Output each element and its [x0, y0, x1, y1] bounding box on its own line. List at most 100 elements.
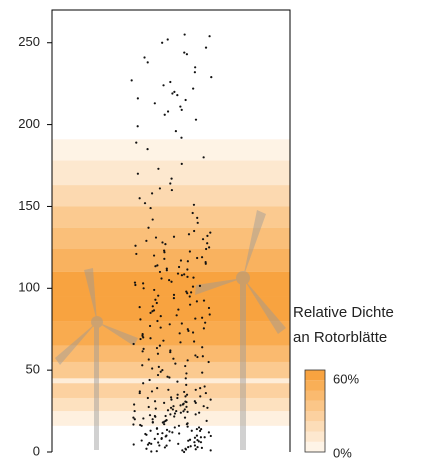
- data-point: [188, 233, 190, 235]
- data-point: [165, 435, 167, 437]
- legend-swatch: [305, 370, 325, 380]
- data-point: [194, 66, 196, 68]
- data-point: [201, 346, 203, 348]
- data-point: [142, 382, 144, 384]
- turbine-hub: [236, 271, 250, 285]
- data-point: [170, 178, 172, 180]
- data-point: [143, 287, 145, 289]
- data-point: [132, 417, 134, 419]
- data-point: [166, 429, 168, 431]
- data-point: [194, 317, 196, 319]
- data-point: [172, 358, 174, 360]
- data-point: [179, 341, 181, 343]
- data-point: [155, 236, 157, 238]
- data-point: [169, 81, 171, 83]
- data-point: [200, 436, 202, 438]
- data-point: [152, 421, 154, 423]
- data-point: [154, 265, 156, 267]
- data-point: [190, 291, 192, 293]
- data-point: [170, 407, 172, 409]
- data-point: [158, 444, 160, 446]
- data-point: [192, 87, 194, 89]
- data-point: [155, 408, 157, 410]
- data-point: [156, 428, 158, 430]
- data-point: [208, 361, 210, 363]
- data-point: [154, 415, 156, 417]
- data-point: [204, 322, 206, 324]
- y-tick-label: 150: [18, 198, 40, 213]
- data-point: [149, 414, 151, 416]
- data-point: [137, 97, 139, 99]
- data-point: [162, 84, 164, 86]
- y-tick-label: 0: [33, 443, 40, 458]
- data-point: [180, 259, 182, 261]
- data-point: [210, 449, 212, 451]
- data-point: [153, 309, 155, 311]
- data-point: [153, 289, 155, 291]
- data-point: [170, 399, 172, 401]
- data-point: [204, 385, 206, 387]
- data-point: [151, 367, 153, 369]
- legend-swatch: [305, 432, 325, 442]
- data-point: [192, 286, 194, 288]
- data-point: [187, 440, 189, 442]
- data-point: [160, 326, 162, 328]
- data-point: [161, 437, 163, 439]
- data-point: [186, 268, 188, 270]
- data-point: [183, 391, 185, 393]
- density-band: [52, 378, 290, 383]
- data-point: [183, 273, 185, 275]
- data-point: [185, 290, 187, 292]
- data-point: [180, 137, 182, 139]
- data-point: [181, 274, 183, 276]
- data-point: [156, 264, 158, 266]
- data-point: [143, 56, 145, 58]
- legend-title: Relative Dichte: [293, 304, 394, 321]
- data-point: [187, 328, 189, 330]
- data-point: [172, 408, 174, 410]
- chart: Relative Dichte an Rotorblätte 050100150…: [0, 0, 422, 461]
- data-point: [192, 212, 194, 214]
- data-point: [185, 406, 187, 408]
- data-point: [199, 387, 201, 389]
- data-point: [200, 441, 202, 443]
- data-point: [146, 148, 148, 150]
- data-point: [203, 405, 205, 407]
- density-band: [52, 139, 290, 160]
- data-point: [167, 38, 169, 40]
- data-point: [184, 408, 186, 410]
- data-point: [149, 325, 151, 327]
- data-point: [208, 35, 210, 37]
- data-point: [176, 381, 178, 383]
- data-point: [192, 277, 194, 279]
- data-point: [181, 109, 183, 111]
- data-point: [168, 376, 170, 378]
- data-point: [195, 119, 197, 121]
- data-point: [194, 444, 196, 446]
- data-point: [149, 337, 151, 339]
- data-point: [134, 245, 136, 247]
- data-point: [187, 359, 189, 361]
- data-point: [194, 354, 196, 356]
- data-point: [206, 407, 208, 409]
- density-band: [52, 249, 290, 272]
- data-point: [167, 409, 169, 411]
- data-point: [156, 347, 158, 349]
- data-point: [175, 410, 177, 412]
- data-point: [133, 443, 135, 445]
- data-point: [154, 438, 156, 440]
- y-tick-label: 100: [18, 280, 40, 295]
- data-point: [164, 243, 166, 245]
- data-point: [184, 395, 186, 397]
- data-point: [167, 389, 169, 391]
- data-point: [201, 447, 203, 449]
- data-point: [196, 446, 198, 448]
- y-tick-label: 250: [18, 34, 40, 49]
- data-point: [189, 250, 191, 252]
- data-point: [192, 331, 194, 333]
- data-point: [152, 418, 154, 420]
- data-point: [206, 242, 208, 244]
- data-point: [158, 366, 160, 368]
- data-point: [159, 271, 161, 273]
- data-point: [199, 430, 201, 432]
